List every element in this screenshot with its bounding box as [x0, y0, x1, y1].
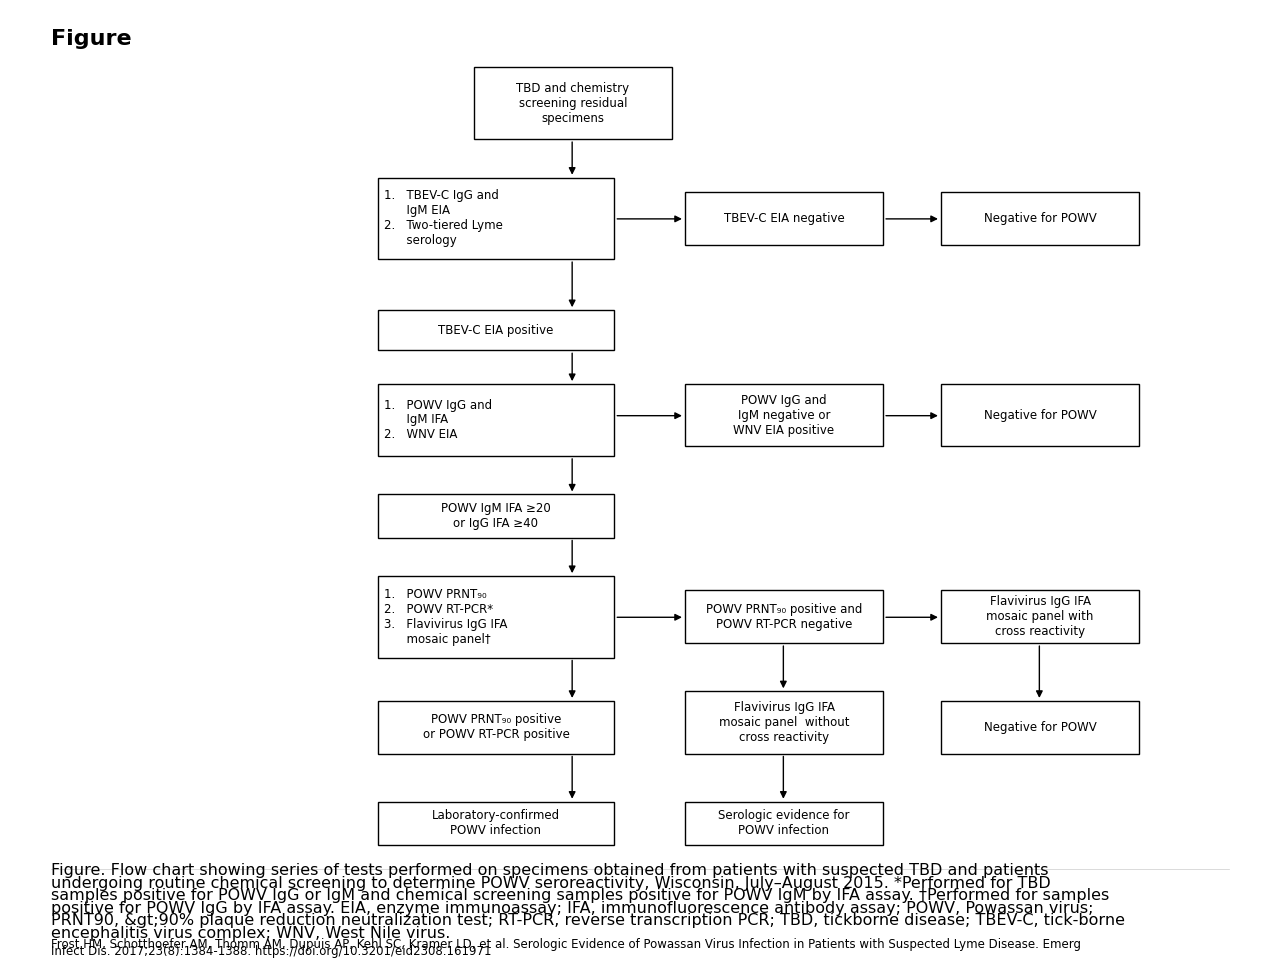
FancyBboxPatch shape [941, 590, 1139, 643]
Text: TBEV-C EIA positive: TBEV-C EIA positive [438, 324, 554, 337]
FancyBboxPatch shape [941, 701, 1139, 754]
Text: POWV PRNT₉₀ positive and
POWV RT-PCR negative: POWV PRNT₉₀ positive and POWV RT-PCR neg… [705, 603, 863, 631]
FancyBboxPatch shape [685, 802, 883, 845]
Text: POWV PRNT₉₀ positive
or POWV RT-PCR positive: POWV PRNT₉₀ positive or POWV RT-PCR posi… [422, 713, 570, 741]
Text: Flavivirus IgG IFA
mosaic panel  without
cross reactivity: Flavivirus IgG IFA mosaic panel without … [719, 701, 849, 744]
Text: TBD and chemistry
screening residual
specimens: TBD and chemistry screening residual spe… [516, 82, 630, 125]
Text: 1.   TBEV-C IgG and
      IgM EIA
2.   Two-tiered Lyme
      serology: 1. TBEV-C IgG and IgM EIA 2. Two-tiered … [384, 189, 503, 248]
FancyBboxPatch shape [685, 384, 883, 446]
FancyBboxPatch shape [378, 178, 614, 259]
Text: undergoing routine chemical screening to determine POWV seroreactivity, Wisconsi: undergoing routine chemical screening to… [51, 876, 1051, 891]
Text: POWV IgM IFA ≥20
or IgG IFA ≥40: POWV IgM IFA ≥20 or IgG IFA ≥40 [442, 502, 550, 530]
Text: Laboratory-confirmed
POWV infection: Laboratory-confirmed POWV infection [431, 809, 561, 837]
FancyBboxPatch shape [941, 192, 1139, 245]
Text: positive for POWV IgG by IFA assay. EIA, enzyme immunoassay; IFA, immunofluoresc: positive for POWV IgG by IFA assay. EIA,… [51, 900, 1093, 916]
Text: Figure: Figure [51, 29, 132, 49]
FancyBboxPatch shape [378, 576, 614, 658]
Text: samples positive for POWV IgG or IgM and chemical screening samples positive for: samples positive for POWV IgG or IgM and… [51, 888, 1110, 903]
FancyBboxPatch shape [685, 192, 883, 245]
Text: Negative for POWV: Negative for POWV [983, 721, 1097, 733]
FancyBboxPatch shape [378, 384, 614, 456]
FancyBboxPatch shape [378, 494, 614, 538]
FancyBboxPatch shape [378, 701, 614, 754]
FancyBboxPatch shape [685, 691, 883, 754]
Text: 1.   POWV PRNT₉₀
2.   POWV RT-PCR*
3.   Flavivirus IgG IFA
      mosaic panel†: 1. POWV PRNT₉₀ 2. POWV RT-PCR* 3. Flaviv… [384, 588, 507, 646]
FancyBboxPatch shape [378, 802, 614, 845]
Text: Flavivirus IgG IFA
mosaic panel with
cross reactivity: Flavivirus IgG IFA mosaic panel with cro… [987, 595, 1093, 638]
Text: Frost HM, Schotthoefer AM, Thomm AM, Dupuis AP, Kehl SC, Kramer LD, et al. Serol: Frost HM, Schotthoefer AM, Thomm AM, Dup… [51, 938, 1082, 951]
Text: Infect Dis. 2017;23(8):1384-1388. https://doi.org/10.3201/eid2308.161971: Infect Dis. 2017;23(8):1384-1388. https:… [51, 945, 492, 958]
FancyBboxPatch shape [941, 384, 1139, 446]
Text: 1.   POWV IgG and
      IgM IFA
2.   WNV EIA: 1. POWV IgG and IgM IFA 2. WNV EIA [384, 398, 492, 442]
Text: TBEV-C EIA negative: TBEV-C EIA negative [723, 212, 845, 225]
FancyBboxPatch shape [474, 67, 672, 139]
Text: Serologic evidence for
POWV infection: Serologic evidence for POWV infection [718, 809, 850, 837]
Text: encephalitis virus complex; WNV, West Nile virus.: encephalitis virus complex; WNV, West Ni… [51, 925, 451, 941]
Text: PRNT90, &gt;90% plaque reduction neutralization test; RT-PCR, reverse transcript: PRNT90, &gt;90% plaque reduction neutral… [51, 913, 1125, 928]
Text: Negative for POWV: Negative for POWV [983, 409, 1097, 421]
Text: Negative for POWV: Negative for POWV [983, 212, 1097, 225]
Text: Figure. Flow chart showing series of tests performed on specimens obtained from : Figure. Flow chart showing series of tes… [51, 863, 1048, 878]
Text: POWV IgG and
IgM negative or
WNV EIA positive: POWV IgG and IgM negative or WNV EIA pos… [733, 394, 835, 437]
FancyBboxPatch shape [685, 590, 883, 643]
FancyBboxPatch shape [378, 310, 614, 350]
